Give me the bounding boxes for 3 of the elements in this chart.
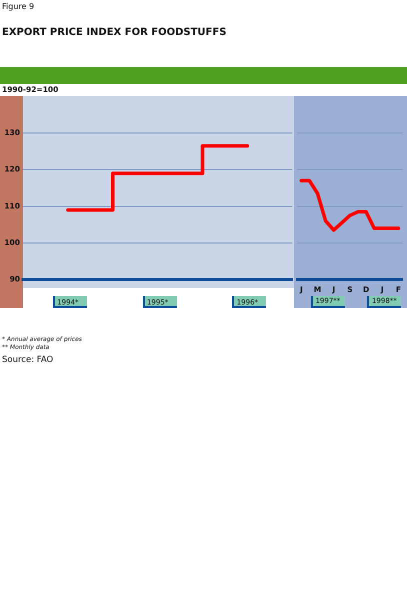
chart-title: EXPORT PRICE INDEX FOR FOODSTUFFS (2, 27, 226, 38)
source-note: Source: FAO (2, 355, 54, 365)
caption: Figure 9 (2, 2, 34, 11)
